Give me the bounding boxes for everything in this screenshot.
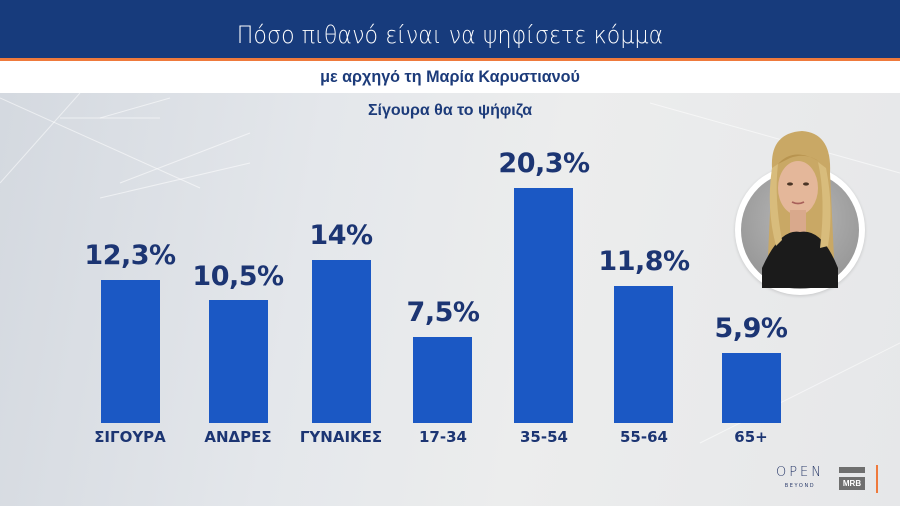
person-silhouette-icon xyxy=(762,131,838,288)
accent-divider xyxy=(0,58,900,61)
page-subtitle: με αρχηγό τη Μαρία Καρυστιανού xyxy=(320,67,580,86)
bar xyxy=(101,280,160,423)
bar xyxy=(722,353,781,423)
subheader-band: με αρχηγό τη Μαρία Καρυστιανού xyxy=(0,61,900,93)
page-title: Πόσο πιθανό είναι να ψηφίσετε κόμμα xyxy=(236,21,664,49)
bar-value-label: 10,5% xyxy=(192,261,284,292)
bar xyxy=(614,286,673,423)
mrb-logo-wordmark: MRB xyxy=(839,477,865,490)
logo-divider xyxy=(876,465,878,493)
bar xyxy=(413,337,472,423)
bar-value-label: 7,5% xyxy=(406,297,480,328)
category-label: 17-34 xyxy=(419,428,467,446)
mrb-logo: MRB xyxy=(839,467,865,491)
bar-value-label: 14% xyxy=(309,220,373,251)
category-label: ΣΙΓΟΥΡΑ xyxy=(94,428,166,446)
category-label: 35-54 xyxy=(520,428,568,446)
category-label: 65+ xyxy=(734,428,768,446)
bar xyxy=(312,260,371,423)
header-banner: Πόσο πιθανό είναι να ψηφίσετε κόμμα xyxy=(0,0,900,58)
open-logo-wordmark: OPEN xyxy=(775,465,824,480)
bar-value-label: 12,3% xyxy=(84,240,176,271)
chart-subtitle: Σίγουρα θα το ψήφιζα xyxy=(367,102,533,119)
category-label: ΑΝΔΡΕΣ xyxy=(204,428,272,446)
category-label: 55-64 xyxy=(620,428,668,446)
bar xyxy=(514,188,573,423)
open-beyond-logo: OPEN BEYOND xyxy=(773,465,827,495)
bar xyxy=(209,300,268,423)
mrb-logo-bar xyxy=(839,467,865,473)
bar-value-label: 11,8% xyxy=(598,246,690,277)
category-label: ΓΥΝΑΙΚΕΣ xyxy=(299,428,383,446)
open-logo-tagline: BEYOND xyxy=(784,483,816,489)
bar-value-label: 20,3% xyxy=(498,148,590,179)
bar-value-label: 5,9% xyxy=(714,313,788,344)
